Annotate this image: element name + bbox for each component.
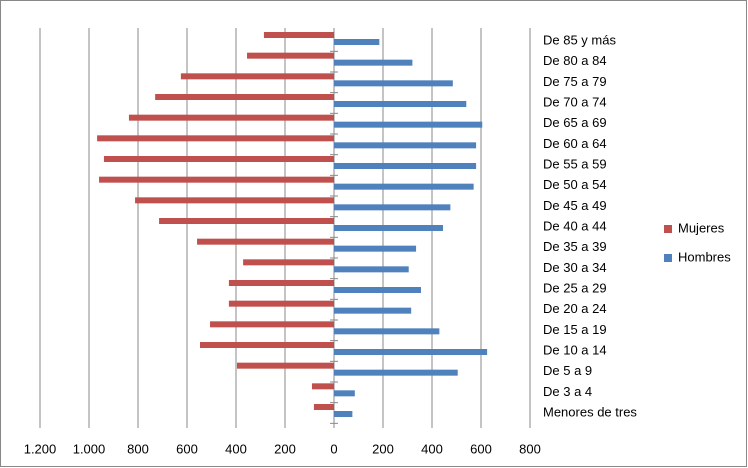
bar xyxy=(228,280,334,286)
y-tick-label: De 80 a 84 xyxy=(543,53,607,68)
bar xyxy=(155,94,334,100)
bar xyxy=(334,369,458,376)
bar xyxy=(210,321,334,328)
y-tick-label: De 35 a 39 xyxy=(543,239,607,254)
bar xyxy=(334,307,412,314)
y-tick-label: De 40 a 44 xyxy=(543,218,607,233)
bar xyxy=(334,59,413,66)
bar xyxy=(334,204,451,211)
y-tick-label: De 45 a 49 xyxy=(543,198,607,213)
bar xyxy=(236,362,334,369)
bar xyxy=(334,142,477,149)
x-tick-label: 200 xyxy=(274,441,296,456)
bar xyxy=(334,328,440,335)
bar xyxy=(334,183,474,190)
bar xyxy=(334,225,444,231)
bar xyxy=(128,114,334,121)
bar xyxy=(228,300,334,307)
x-tick-label: 400 xyxy=(421,441,443,456)
legend-label: Mujeres xyxy=(678,220,725,235)
y-tick-label: De 65 a 69 xyxy=(543,115,607,130)
x-tick-label: 600 xyxy=(470,441,492,456)
y-tick-label: De 85 y más xyxy=(543,32,616,47)
y-tick-label: De 60 a 64 xyxy=(543,136,607,151)
x-tick-label: 200 xyxy=(372,441,394,456)
y-tick-label: De 75 a 79 xyxy=(543,74,607,89)
y-tick-label: De 30 a 34 xyxy=(543,260,607,275)
y-tick-label: Menores de tres xyxy=(543,404,637,419)
y-tick-label: De 55 a 59 xyxy=(543,156,607,171)
bar xyxy=(334,101,467,107)
y-tick-label: De 5 a 9 xyxy=(543,363,592,378)
bar xyxy=(180,73,334,80)
y-tick-label: De 20 a 24 xyxy=(543,301,607,316)
bar xyxy=(334,287,421,293)
bar xyxy=(247,52,334,59)
bar xyxy=(334,411,353,417)
bar xyxy=(103,156,334,162)
bar xyxy=(313,404,334,410)
y-tick-label: De 25 a 29 xyxy=(543,280,607,295)
bar xyxy=(334,163,477,169)
bar xyxy=(334,245,417,252)
bar xyxy=(243,259,334,266)
x-tick-label: 0 xyxy=(330,441,337,456)
y-tick-label: De 50 a 54 xyxy=(543,177,607,192)
bar xyxy=(197,238,334,245)
bar xyxy=(334,390,355,397)
y-tick-label: De 3 a 4 xyxy=(543,384,592,399)
legend-swatch xyxy=(664,225,672,233)
bar xyxy=(159,218,334,224)
x-tick-label: 1.200 xyxy=(24,441,57,456)
bar xyxy=(334,121,483,128)
legend-swatch xyxy=(664,254,672,262)
x-tick-label: 800 xyxy=(519,441,541,456)
bar xyxy=(97,135,335,142)
x-tick-label: 400 xyxy=(225,441,247,456)
legend-label: Hombres xyxy=(678,249,731,264)
bar xyxy=(263,32,334,38)
bar xyxy=(334,80,453,87)
bar xyxy=(99,176,334,183)
y-tick-label: De 15 a 19 xyxy=(543,322,607,337)
bar xyxy=(334,266,409,273)
bar xyxy=(199,342,334,348)
bar xyxy=(311,383,334,390)
bar xyxy=(334,39,380,45)
bar xyxy=(334,349,488,355)
x-tick-label: 800 xyxy=(127,441,149,456)
x-tick-label: 600 xyxy=(176,441,198,456)
bar xyxy=(135,197,334,204)
y-tick-label: De 70 a 74 xyxy=(543,94,607,109)
x-tick-label: 1.000 xyxy=(73,441,106,456)
y-tick-label: De 10 a 14 xyxy=(543,342,607,357)
